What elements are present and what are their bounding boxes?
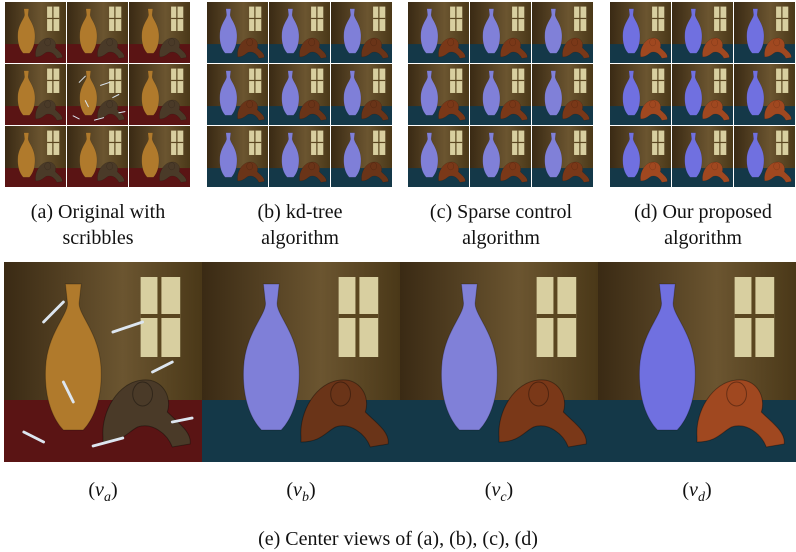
view-label: (vc) bbox=[485, 479, 513, 505]
center-view bbox=[400, 262, 598, 462]
thumbnail bbox=[470, 64, 531, 125]
center-views: (va) (vb) (vc) (vd) bbox=[4, 262, 796, 505]
thumbnail bbox=[532, 126, 593, 187]
thumbnail bbox=[532, 64, 593, 125]
panel: (d) Our proposed algorithm bbox=[610, 2, 795, 249]
thumbnail bbox=[207, 2, 268, 63]
label-part: ) bbox=[507, 479, 514, 501]
panel-caption: algorithm bbox=[261, 227, 339, 249]
thumbnail bbox=[129, 126, 190, 187]
thumbnail bbox=[610, 126, 671, 187]
panel-caption: (a) Original with bbox=[31, 201, 165, 223]
thumbnail bbox=[408, 126, 469, 187]
thumbnail bbox=[129, 2, 190, 63]
top-grids: (a) Original with scribbles (b) kd-tree alg… bbox=[5, 2, 795, 249]
thumbnail bbox=[672, 126, 733, 187]
label-part: ) bbox=[309, 479, 316, 501]
label-part: v bbox=[689, 479, 698, 501]
view-label: (vb) bbox=[286, 479, 315, 505]
thumbnail bbox=[269, 64, 330, 125]
panel: (c) Sparse control algorithm bbox=[408, 2, 593, 249]
thumbnail bbox=[331, 64, 392, 125]
center-view bbox=[202, 262, 400, 462]
thumbnail bbox=[331, 2, 392, 63]
thumbnail bbox=[610, 64, 671, 125]
thumbnail bbox=[67, 126, 128, 187]
thumbnail bbox=[129, 64, 190, 125]
label-part: ) bbox=[705, 479, 712, 501]
label-part: a bbox=[104, 490, 111, 505]
thumbnail bbox=[269, 126, 330, 187]
panel-caption: (b) kd-tree bbox=[258, 201, 343, 223]
thumbnail bbox=[5, 2, 66, 63]
panel-caption: (c) Sparse control bbox=[430, 201, 573, 223]
thumbnail bbox=[470, 2, 531, 63]
thumbnail bbox=[734, 2, 795, 63]
panel: (b) kd-tree algorithm bbox=[207, 2, 392, 249]
figure-caption: (e) Center views of (a), (b), (c), (d) bbox=[258, 528, 538, 550]
panel: (a) Original with scribbles bbox=[5, 2, 190, 249]
label-part: v bbox=[293, 479, 302, 501]
label-part: b bbox=[302, 490, 309, 505]
thumbnail bbox=[207, 126, 268, 187]
thumbnail bbox=[331, 126, 392, 187]
thumbnail bbox=[734, 64, 795, 125]
thumbnail bbox=[672, 2, 733, 63]
view-label: (va) bbox=[88, 479, 117, 505]
thumbnail bbox=[408, 2, 469, 63]
label-part: v bbox=[95, 479, 104, 501]
thumbnail bbox=[610, 2, 671, 63]
thumbnail bbox=[408, 64, 469, 125]
thumbnail bbox=[67, 2, 128, 63]
thumbnail bbox=[532, 2, 593, 63]
thumbnail bbox=[734, 126, 795, 187]
thumbnail bbox=[207, 64, 268, 125]
figure: (a) Original with scribbles (b) kd-tree alg… bbox=[0, 0, 796, 552]
label-part: ) bbox=[111, 479, 118, 501]
panel-caption: algorithm bbox=[462, 227, 540, 249]
thumbnail bbox=[269, 2, 330, 63]
panel-caption: (d) Our proposed bbox=[634, 201, 772, 223]
thumbnail bbox=[672, 64, 733, 125]
thumbnail bbox=[470, 126, 531, 187]
view-label: (vd) bbox=[682, 479, 711, 505]
panel-caption: scribbles bbox=[62, 227, 133, 249]
label-part: v bbox=[491, 479, 500, 501]
thumbnail bbox=[5, 126, 66, 187]
panel-caption: algorithm bbox=[664, 227, 742, 249]
thumbnail bbox=[5, 64, 66, 125]
center-view bbox=[598, 262, 796, 462]
